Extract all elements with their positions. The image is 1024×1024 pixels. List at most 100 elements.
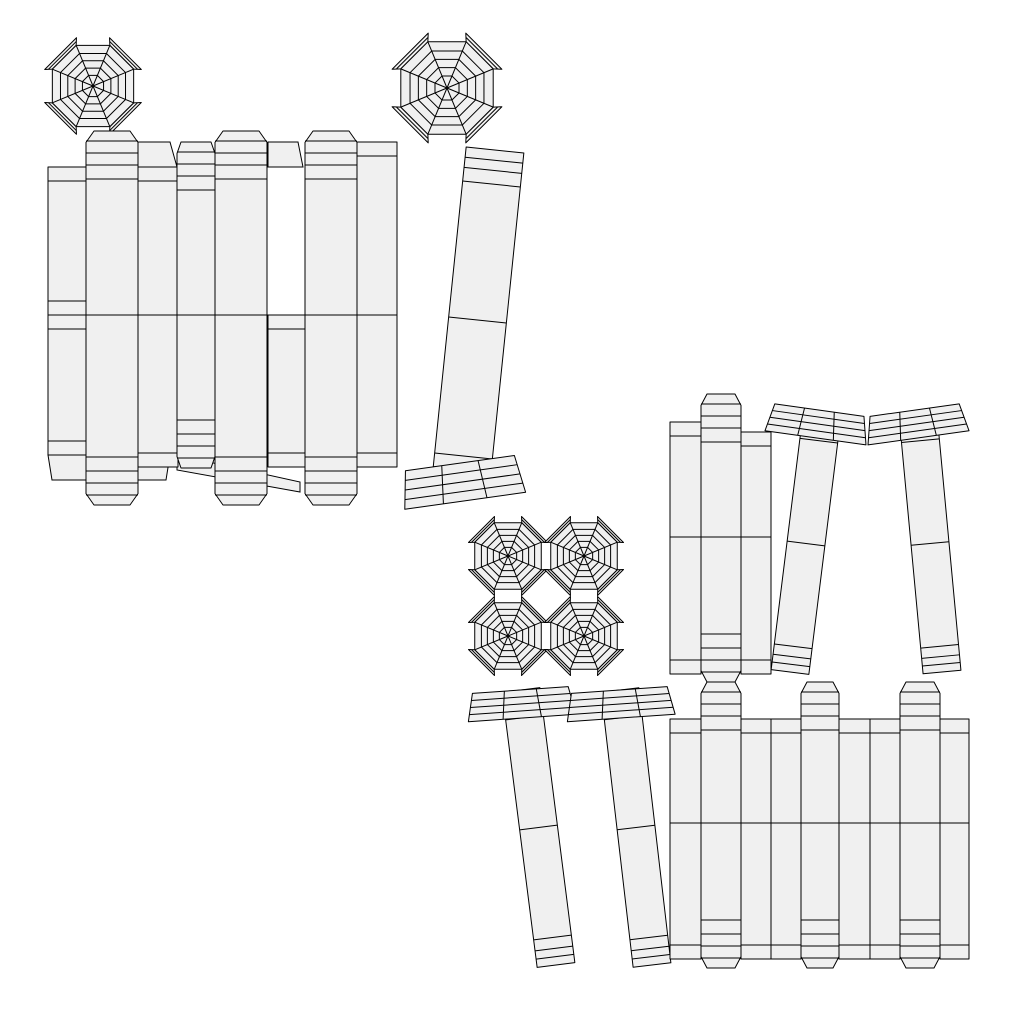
band-edge [568,706,674,716]
cap-spoke [583,635,599,670]
cap-spoke [427,87,448,135]
column-strip [214,130,268,506]
band-edge [774,643,813,650]
band-edge [868,423,967,439]
cap-spoke [507,621,542,637]
band-edge [405,473,521,491]
cap-spoke [583,602,599,637]
cap-spoke [92,85,134,104]
panel-face [47,314,89,456]
cap-spoke [550,541,585,557]
cap-spoke [507,635,542,651]
side-panel [356,141,398,468]
flap-seam [109,41,138,70]
cap-spoke [474,635,509,651]
band-edge [769,416,866,432]
column-face [700,681,742,969]
panel-face [669,718,702,960]
side-panel [137,166,179,468]
cap-spoke [400,68,448,89]
flap-seam [547,599,571,623]
leaning-strip [600,687,672,968]
cap-spoke [550,621,585,637]
panel-face [267,314,307,468]
column-face [800,681,840,969]
side-panel [939,718,970,960]
flap-seam [465,106,498,139]
band-edge [869,410,962,424]
column-face [85,130,139,506]
side-panel [47,314,89,456]
band-edge [470,699,573,709]
cap-spoke [569,522,585,557]
fan-seam [601,691,604,720]
side-panel [770,718,802,960]
cap-spoke [52,68,94,87]
flap-seam [471,649,495,673]
side-panel [740,431,772,675]
fan-seam [634,688,641,717]
panel-face [740,431,772,675]
band-edge [462,180,521,188]
fan-cap [867,403,970,446]
band-edge [767,423,866,439]
cap-spoke [493,635,509,670]
cap-spoke [446,87,467,135]
column-face [899,681,941,969]
flap-seam [597,599,621,623]
cap-spoke [493,602,509,637]
leaning-strip [430,146,525,494]
band-edge [772,661,810,668]
band-edge [536,953,574,960]
column-strip [176,141,216,469]
flap-seam [547,519,571,543]
flap-seam [521,519,545,543]
cap-spoke [583,522,599,557]
cap-spoke [569,602,585,637]
cap-spoke [507,541,542,557]
band-edge [570,693,670,701]
octagon-cap-island [467,595,549,677]
column-face [700,393,742,683]
flap-seam [396,37,429,70]
column-strip [899,681,941,969]
octagon-cap-island [467,515,549,597]
cap-spoke [583,621,618,637]
flap-seam [597,519,621,543]
panel-face [47,166,89,316]
octagon-cap-island [543,515,625,597]
fan-seam [899,412,902,441]
flap-seam [597,569,621,593]
octagon-cap-island [44,37,142,135]
panel-face [939,718,970,960]
flap-seam [471,519,495,543]
band-edge [629,934,668,941]
band-edge [632,954,670,960]
fan-seam [502,691,505,720]
side-panel [669,421,702,675]
column-strip [800,681,840,969]
mid-seam [448,316,507,324]
band-edge [921,654,960,659]
cap-spoke [474,621,509,637]
panel-face [869,718,901,960]
flap-seam [521,649,545,673]
cap-spoke [569,635,585,670]
cap-spoke [92,45,111,87]
band-edge [534,945,573,952]
column-face [176,141,216,469]
fan-seam [535,688,542,717]
band-edge [471,693,571,701]
band-edge [464,166,522,174]
cap-spoke [583,555,618,571]
panel-face [356,141,398,468]
cap-spoke [569,555,585,590]
fan-seam [477,460,488,498]
band-edge [773,653,811,660]
flap-seam [471,569,495,593]
band-edge [799,437,838,444]
band-edge [405,464,518,481]
side-panel [267,314,307,468]
flap-seam [396,106,429,139]
